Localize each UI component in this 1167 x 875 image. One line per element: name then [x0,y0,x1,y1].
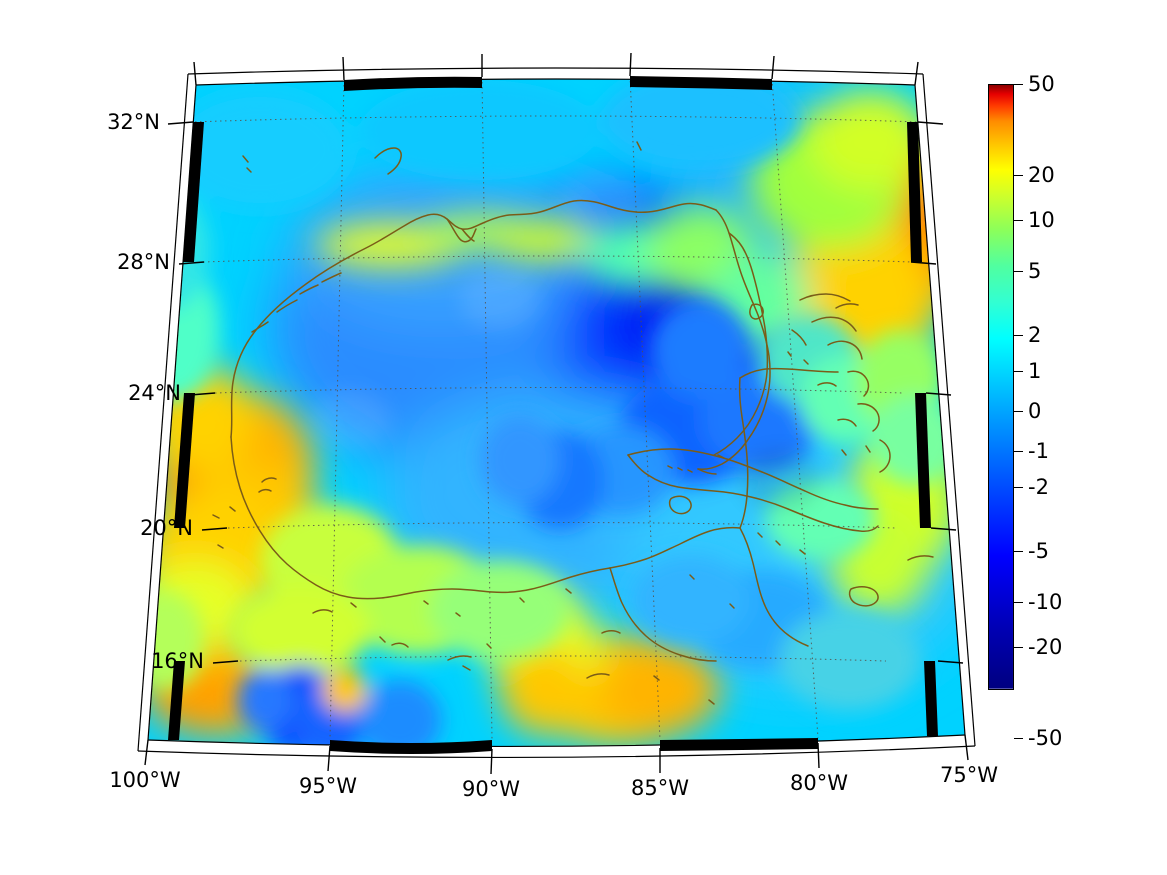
colorbar-tick-m2 [1014,487,1023,488]
colorbar-tick-10 [1014,220,1023,221]
colorbar-tick-m10 [1014,602,1023,603]
colorbar-gradient [988,84,1014,690]
colorbar-label-m5: -5 [1028,539,1049,563]
colorbar-label-10: 10 [1028,208,1055,232]
lat-label-32n: 32°N [107,110,160,134]
colorbar-tick-m5 [1014,551,1023,552]
colorbar-tick-m50 [1014,738,1023,739]
colorbar[interactable]: 50 20 10 5 2 1 0 -1 -2 -5 -10 -20 -50 [988,72,1062,750]
colorbar-label-20: 20 [1028,163,1055,187]
colorbar-label-m1: -1 [1028,439,1049,463]
scalar-field-raster [148,79,965,747]
colorbar-label-m50: -50 [1028,726,1063,750]
colorbar-label-m10: -10 [1028,590,1063,614]
axis-ticks [144,52,969,775]
colorbar-label-m20: -20 [1028,635,1063,659]
colorbar-label-m2: -2 [1028,475,1049,499]
lon-label-90w: 90°W [462,777,520,801]
lon-label-95w: 95°W [299,774,357,798]
colorbar-label-0: 0 [1028,399,1042,423]
lon-label-85w: 85°W [631,776,689,800]
frame-ladder-bars [168,76,938,754]
colorbar-tick-50 [1014,84,1023,85]
lat-label-28n: 28°N [117,250,170,274]
colorbar-tick-5 [1014,271,1023,272]
lon-label-100w: 100°W [109,768,181,792]
lat-label-20n: 20°N [140,516,193,540]
lat-label-16n: 16°N [151,649,204,673]
colorbar-tick-2 [1014,335,1023,336]
colorbar-label-1: 1 [1028,359,1042,383]
map-frame [137,67,976,759]
colorbar-tick-m1 [1014,451,1023,452]
colorbar-tick-m20 [1014,647,1023,648]
lon-label-75w: 75°W [940,763,998,787]
lon-label-80w: 80°W [790,771,848,795]
coastlines [212,141,934,705]
colorbar-label-50: 50 [1028,72,1055,96]
colorbar-tick-0 [1014,411,1023,412]
colorbar-tick-20 [1014,175,1023,176]
lat-label-24n: 24°N [128,381,181,405]
colorbar-label-2: 2 [1028,323,1042,347]
colorbar-label-5: 5 [1028,259,1042,283]
colorbar-tick-1 [1014,371,1023,372]
